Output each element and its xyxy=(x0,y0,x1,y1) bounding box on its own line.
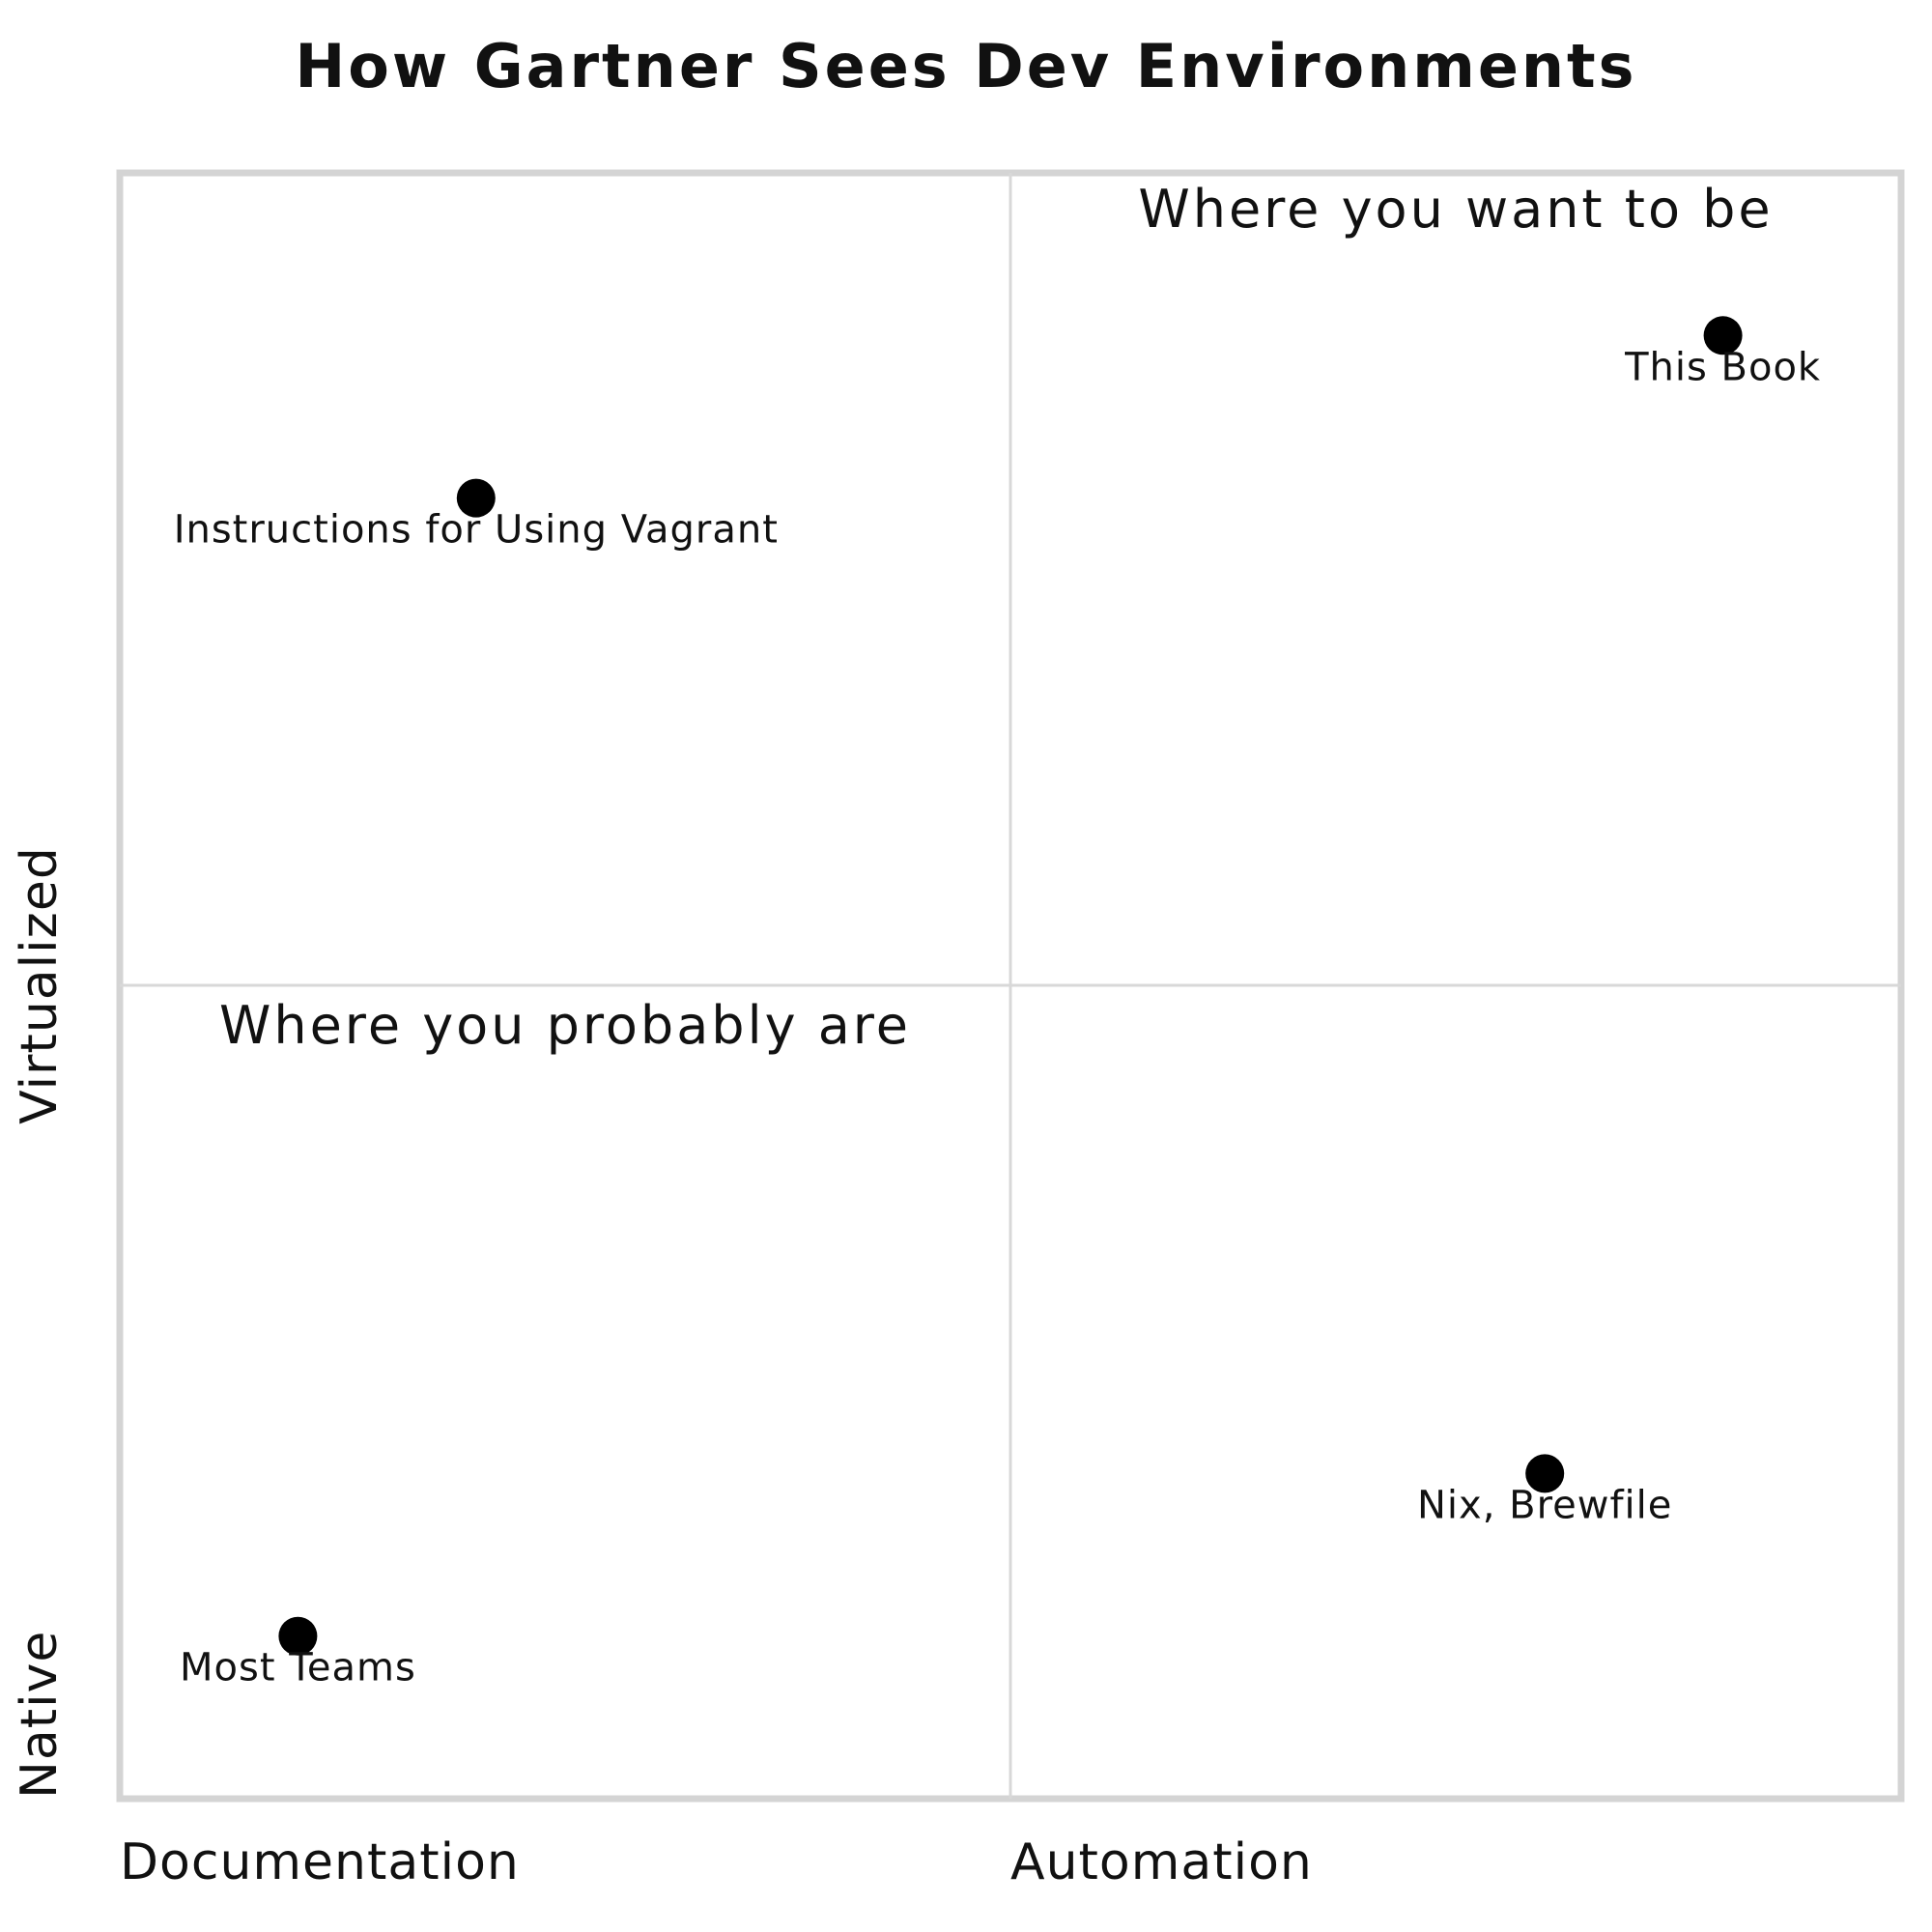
data-point xyxy=(278,1616,318,1656)
y-axis-low-label: Native xyxy=(11,1631,69,1799)
data-point-label: Nix, Brewfile xyxy=(1417,1483,1672,1527)
data-point-label: Instructions for Using Vagrant xyxy=(174,508,779,553)
y-axis-high-label: Virtualized xyxy=(11,846,69,1124)
x-axis-low-label: Documentation xyxy=(120,1833,520,1891)
data-point xyxy=(1525,1454,1565,1493)
chart-title: How Gartner Sees Dev Environments xyxy=(295,31,1636,101)
x-axis-high-label: Automation xyxy=(1010,1833,1313,1891)
data-point xyxy=(456,478,496,518)
quadrant-label-top-right: Where you want to be xyxy=(1138,179,1773,240)
data-point-label: Most Teams xyxy=(180,1646,416,1690)
data-point xyxy=(1703,316,1743,355)
data-point-label: This Book xyxy=(1624,345,1821,389)
data-points: This Book Instructions for Using Vagrant N… xyxy=(174,316,1821,1690)
quadrant-label-bottom-left: Where you probably are xyxy=(219,995,911,1056)
plot-area xyxy=(116,169,1905,1803)
